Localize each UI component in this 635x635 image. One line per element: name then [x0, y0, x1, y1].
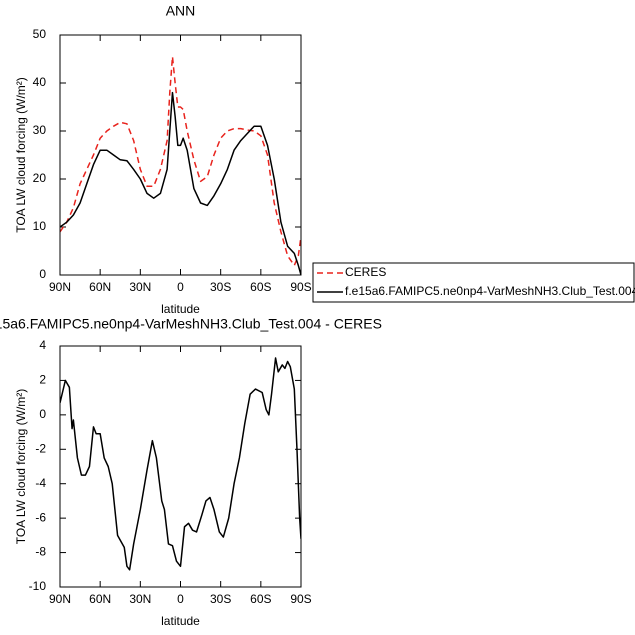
- legend-box: [312, 262, 635, 303]
- x-tick-label: 0: [177, 280, 184, 294]
- y-tick-label: -6: [35, 510, 46, 524]
- y-tick-label: 0: [39, 267, 46, 281]
- x-tick-label: 90N: [49, 592, 71, 606]
- y-tick-label: 2: [39, 373, 46, 387]
- x-tick-label: 90S: [290, 592, 311, 606]
- x-tick-label: 30N: [129, 592, 151, 606]
- y-tick-label: 40: [33, 75, 47, 89]
- chart-title: ANN: [166, 3, 196, 19]
- y-tick-label: -4: [35, 476, 46, 490]
- y-tick-label: 0: [39, 407, 46, 421]
- data-line: [60, 55, 301, 267]
- x-tick-label: 60N: [89, 592, 111, 606]
- x-axis-label: latitude: [161, 302, 200, 316]
- x-tick-label: 30S: [210, 280, 231, 294]
- plot-area: [60, 55, 301, 275]
- legend-label: CERES: [345, 265, 386, 279]
- plot-frame: [59, 345, 302, 588]
- y-tick-label: 30: [33, 123, 47, 137]
- chart-title: f.e15a6.FAMIPC5.ne0np4-VarMeshNH3.Club_T…: [0, 316, 382, 332]
- x-tick-label: 90S: [290, 280, 311, 294]
- x-tick-label: 60S: [250, 592, 271, 606]
- x-tick-label: 60S: [250, 280, 271, 294]
- y-tick-label: -2: [35, 441, 46, 455]
- y-axis-label: TOA LW cloud forcing (W/m²): [14, 389, 28, 545]
- x-tick-label: 90N: [49, 280, 71, 294]
- x-tick-label: 0: [177, 592, 184, 606]
- data-line: [60, 91, 301, 275]
- y-tick-label: -10: [29, 579, 47, 593]
- y-tick-label: 4: [39, 338, 46, 352]
- x-tick-label: 30S: [210, 592, 231, 606]
- x-axis-label: latitude: [161, 614, 200, 628]
- legend-label: f.e15a6.FAMIPC5.ne0np4-VarMeshNH3.Club_T…: [345, 284, 635, 298]
- y-tick-label: -8: [35, 545, 46, 559]
- y-tick-label: 50: [33, 27, 47, 41]
- x-tick-label: 60N: [89, 280, 111, 294]
- y-tick-label: 20: [33, 171, 47, 185]
- data-line: [60, 357, 301, 571]
- plot-frame: [59, 34, 302, 276]
- y-axis-label: TOA LW cloud forcing (W/m²): [14, 77, 28, 233]
- y-tick-label: 10: [33, 219, 47, 233]
- plot-area: [60, 357, 301, 571]
- legend: CERES f.e15a6.FAMIPC5.ne0np4-VarMeshNH3.C…: [312, 262, 635, 303]
- x-tick-label: 30N: [129, 280, 151, 294]
